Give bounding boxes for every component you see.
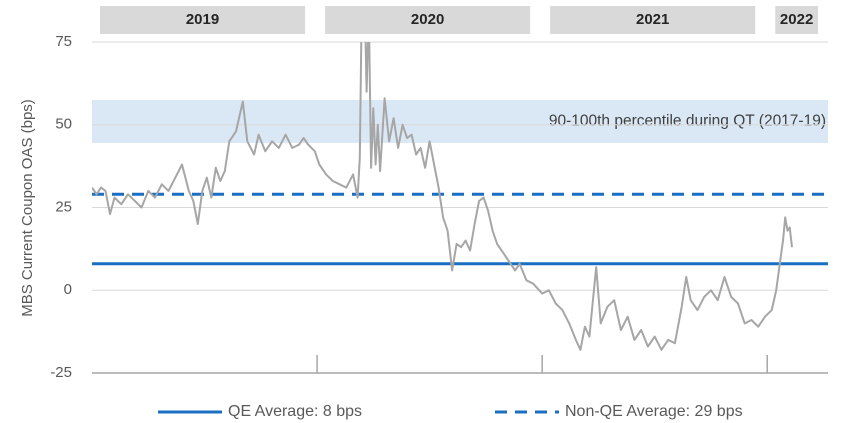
period-band bbox=[775, 6, 818, 34]
series-line bbox=[92, 42, 793, 351]
period-band bbox=[325, 6, 531, 34]
period-label: 2021 bbox=[636, 11, 669, 28]
y-tick-label: -25 bbox=[50, 364, 72, 381]
period-label: 2020 bbox=[411, 11, 444, 28]
period-label: 2019 bbox=[186, 11, 219, 28]
percentile-band bbox=[92, 99, 828, 143]
period-band bbox=[100, 6, 306, 34]
period-label: 2022 bbox=[780, 11, 813, 28]
legend-label: QE Average: 8 bps bbox=[228, 403, 362, 420]
band-label: 90-100th percentile during QT (2017-19) bbox=[549, 113, 826, 130]
y-tick-label: 50 bbox=[55, 116, 72, 133]
legend-label: Non-QE Average: 29 bps bbox=[565, 403, 743, 420]
period-band bbox=[550, 6, 756, 34]
y-tick-label: 75 bbox=[55, 33, 72, 50]
y-axis-label: MBS Current Coupon OAS (bps) bbox=[19, 99, 36, 317]
y-tick-label: 25 bbox=[55, 198, 72, 215]
y-tick-label: 0 bbox=[64, 281, 72, 298]
